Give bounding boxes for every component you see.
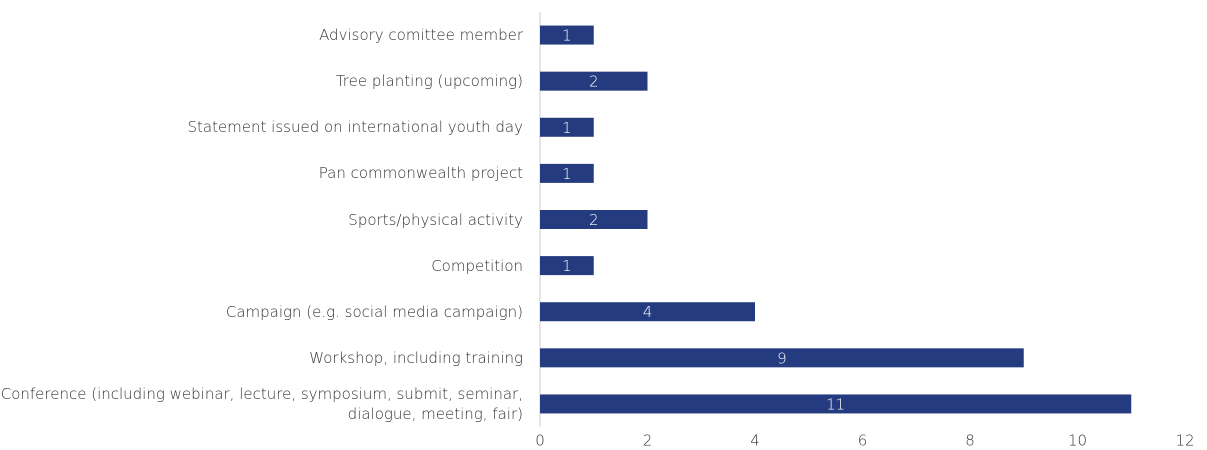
- x-tick-label: 2: [643, 432, 653, 450]
- bar: [540, 302, 755, 322]
- bar: [540, 117, 594, 137]
- bar: [540, 210, 648, 229]
- x-tick-label: 8: [965, 432, 975, 450]
- y-tick-label: Statement issued on international youth …: [187, 118, 523, 137]
- data-label: 4: [643, 303, 653, 321]
- bar: [540, 394, 1132, 414]
- bar: [540, 256, 594, 276]
- y-tick-label: Workshop, including training: [309, 348, 523, 367]
- data-label: 2: [589, 73, 599, 91]
- y-tick-label: Campaign (e.g. social media campaign): [225, 302, 523, 321]
- data-label: 1: [562, 165, 572, 183]
- x-tick-label: 4: [750, 432, 760, 450]
- bar: [540, 71, 648, 91]
- y-tick-label: Tree planting (upcoming): [335, 72, 523, 91]
- x-tick-label: 12: [1175, 432, 1194, 450]
- x-tick-label: 0: [535, 432, 545, 450]
- y-tick-label: Conference (including webinar, lecture, …: [0, 384, 523, 423]
- data-label: 1: [562, 27, 572, 45]
- data-label: 11: [826, 395, 845, 413]
- data-label: 2: [589, 211, 599, 229]
- data-label: 9: [777, 349, 787, 367]
- data-label: 1: [562, 257, 572, 275]
- data-label: 1: [562, 119, 572, 137]
- bar: [540, 348, 1024, 368]
- x-tick-label: 10: [1068, 432, 1087, 450]
- bar: [540, 25, 594, 45]
- y-tick-label: Pan commonwealth project: [318, 164, 523, 183]
- y-tick-label: Competition: [431, 256, 523, 275]
- bar: [540, 163, 594, 183]
- x-tick-label: 6: [858, 432, 868, 450]
- y-tick-label: Advisory comittee member: [319, 26, 523, 45]
- y-tick-label: Sports/physical activity: [348, 210, 523, 229]
